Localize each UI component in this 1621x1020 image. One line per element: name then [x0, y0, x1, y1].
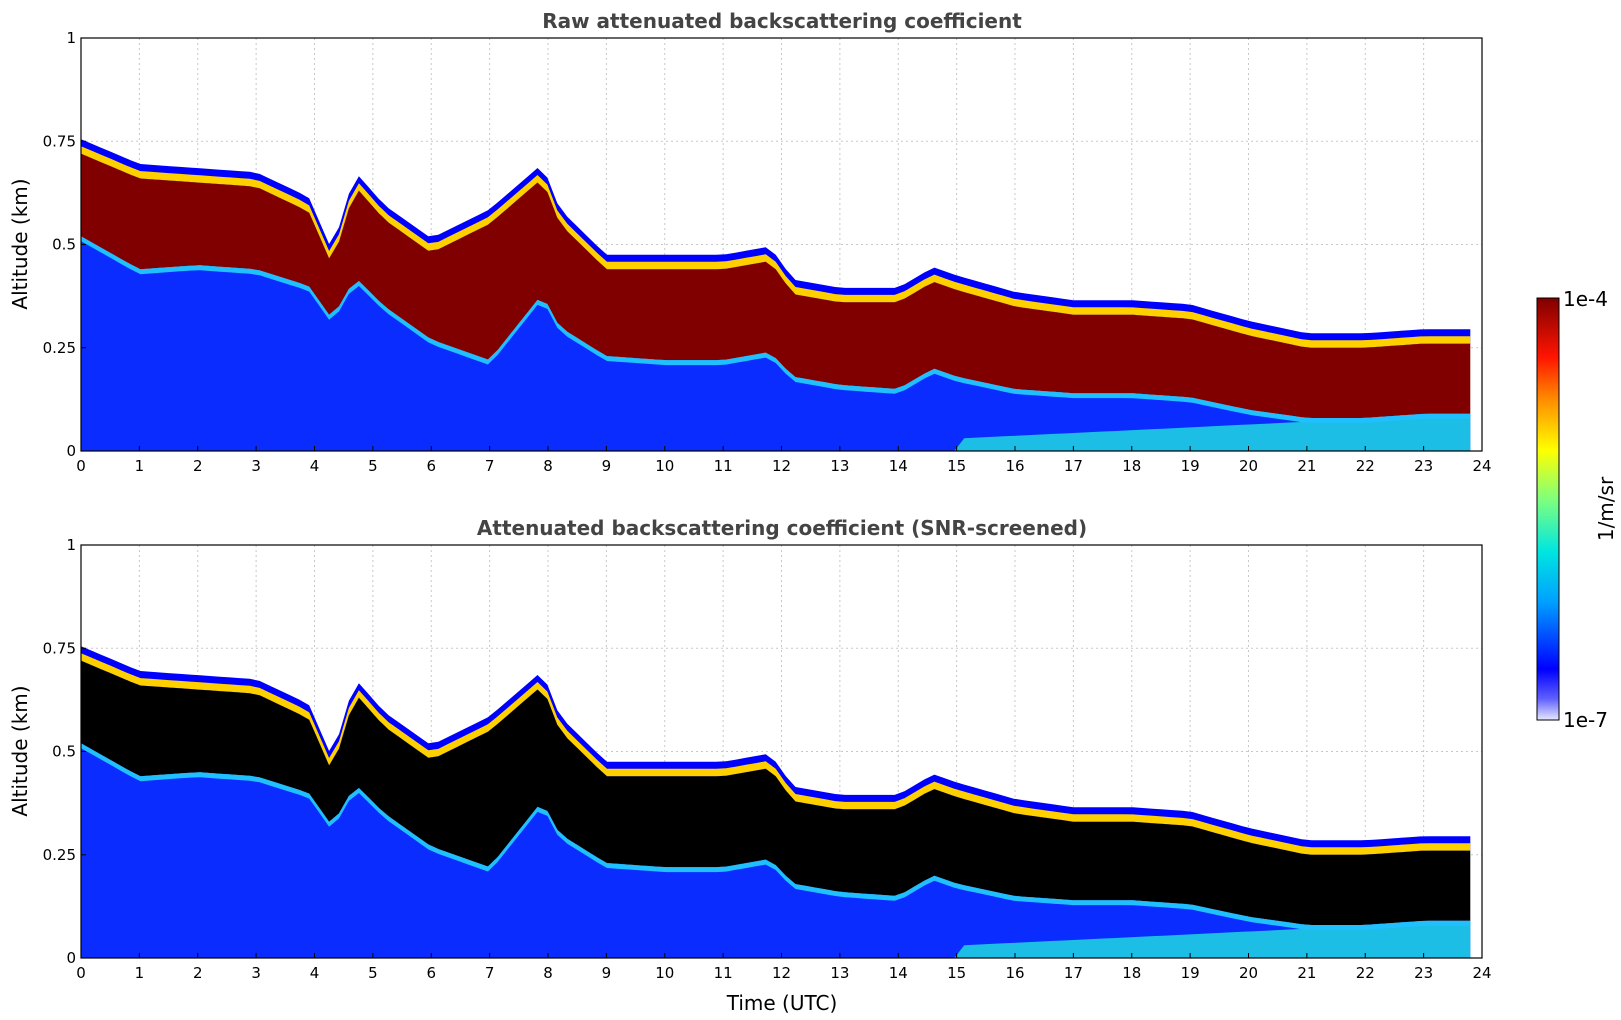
- x-tick-label: 8: [543, 964, 553, 982]
- x-tick-label: 2: [193, 964, 203, 982]
- x-tick-label: 18: [1122, 457, 1141, 475]
- x-tick-label: 21: [1297, 457, 1316, 475]
- x-tick-label: 0: [76, 964, 86, 982]
- x-tick-label: 10: [655, 964, 674, 982]
- x-tick-label: 1: [135, 457, 145, 475]
- colorbar-label: 1/m/sr: [1594, 476, 1618, 541]
- x-tick-label: 1: [135, 964, 145, 982]
- x-tick-label: 13: [830, 964, 849, 982]
- x-tick-label: 13: [830, 457, 849, 475]
- x-tick-label: 24: [1472, 457, 1491, 475]
- panel-raw-heatmap: [81, 139, 1471, 451]
- colorbar: 1e-4 1e-7 1/m/sr: [1536, 287, 1618, 732]
- x-tick-label: 22: [1356, 457, 1375, 475]
- x-tick-label: 21: [1297, 964, 1316, 982]
- panel-screened-x-ticks: 0 1 2 3 4 5 6 7 8 9 10 11 12 13 14 15 16 17 18 19 20 21 22 23 24: [76, 953, 1492, 982]
- x-tick-label: 3: [251, 457, 261, 475]
- panel-raw-y-ticks: 0 0.25 0.5 0.75 1: [43, 29, 86, 460]
- x-tick-label: 4: [310, 457, 320, 475]
- panel-screened: Attenuated backscattering coefficient (S…: [8, 516, 1492, 1015]
- x-tick-label: 20: [1239, 457, 1258, 475]
- x-tick-label: 10: [655, 457, 674, 475]
- x-tick-label: 17: [1064, 457, 1083, 475]
- x-tick-label: 18: [1122, 964, 1141, 982]
- y-tick-label: 0: [66, 949, 76, 967]
- x-tick-label: 24: [1472, 964, 1491, 982]
- x-tick-label: 0: [76, 457, 86, 475]
- x-tick-label: 15: [947, 964, 966, 982]
- x-tick-label: 3: [251, 964, 261, 982]
- x-tick-label: 23: [1414, 964, 1433, 982]
- x-tick-label: 11: [714, 457, 733, 475]
- x-tick-label: 23: [1414, 457, 1433, 475]
- x-tick-label: 14: [889, 964, 908, 982]
- x-tick-label: 5: [368, 964, 378, 982]
- x-tick-label: 9: [602, 457, 612, 475]
- x-tick-label: 16: [1005, 964, 1024, 982]
- heatmap-saturated-layer: [81, 660, 1471, 925]
- x-tick-label: 6: [426, 964, 436, 982]
- x-tick-label: 14: [889, 457, 908, 475]
- colorbar-min-label: 1e-7: [1563, 708, 1608, 732]
- x-tick-label: 17: [1064, 964, 1083, 982]
- x-tick-label: 12: [772, 457, 791, 475]
- panel-screened-ylabel: Altitude (km): [8, 685, 32, 816]
- y-tick-label: 0: [66, 442, 76, 460]
- heatmap-surface-region: [81, 413, 1471, 451]
- x-tick-label: 15: [947, 457, 966, 475]
- colorbar-gradient: [1536, 297, 1560, 721]
- y-tick-label: 0.5: [52, 743, 76, 761]
- x-tick-label: 19: [1181, 457, 1200, 475]
- x-tick-label: 5: [368, 457, 378, 475]
- panel-raw-title: Raw attenuated backscattering coefficien…: [542, 9, 1022, 33]
- x-tick-label: 20: [1239, 964, 1258, 982]
- y-tick-label: 0.5: [52, 236, 76, 254]
- panel-screened-heatmap: [81, 646, 1471, 958]
- colorbar-max-label: 1e-4: [1563, 287, 1608, 311]
- panel-screened-y-ticks: 0 0.25 0.5 0.75 1: [43, 536, 86, 967]
- x-tick-label: 22: [1356, 964, 1375, 982]
- panel-raw: Raw attenuated backscattering coefficien…: [8, 9, 1492, 475]
- x-tick-label: 4: [310, 964, 320, 982]
- x-tick-label: 12: [772, 964, 791, 982]
- y-tick-label: 0.25: [43, 339, 76, 357]
- x-tick-label: 7: [485, 964, 495, 982]
- x-tick-label: 2: [193, 457, 203, 475]
- heatmap-saturated-layer: [81, 153, 1471, 418]
- panel-raw-ylabel: Altitude (km): [8, 178, 32, 309]
- y-tick-label: 1: [66, 536, 76, 554]
- x-tick-label: 6: [426, 457, 436, 475]
- y-tick-label: 1: [66, 29, 76, 47]
- x-tick-label: 19: [1181, 964, 1200, 982]
- panel-screened-title: Attenuated backscattering coefficient (S…: [477, 516, 1087, 540]
- x-tick-label: 7: [485, 457, 495, 475]
- y-tick-label: 0.25: [43, 846, 76, 864]
- x-tick-label: 8: [543, 457, 553, 475]
- y-tick-label: 0.75: [43, 639, 76, 657]
- panel-raw-x-ticks: 0 1 2 3 4 5 6 7 8 9 10 11 12 13 14 15 16 17 18 19 20 21 22 23 24: [76, 446, 1492, 475]
- x-tick-label: 16: [1005, 457, 1024, 475]
- x-tick-label: 9: [602, 964, 612, 982]
- y-tick-label: 0.75: [43, 132, 76, 150]
- x-tick-label: 11: [714, 964, 733, 982]
- panel-screened-xlabel: Time (UTC): [726, 991, 838, 1015]
- heatmap-surface-region: [81, 920, 1471, 958]
